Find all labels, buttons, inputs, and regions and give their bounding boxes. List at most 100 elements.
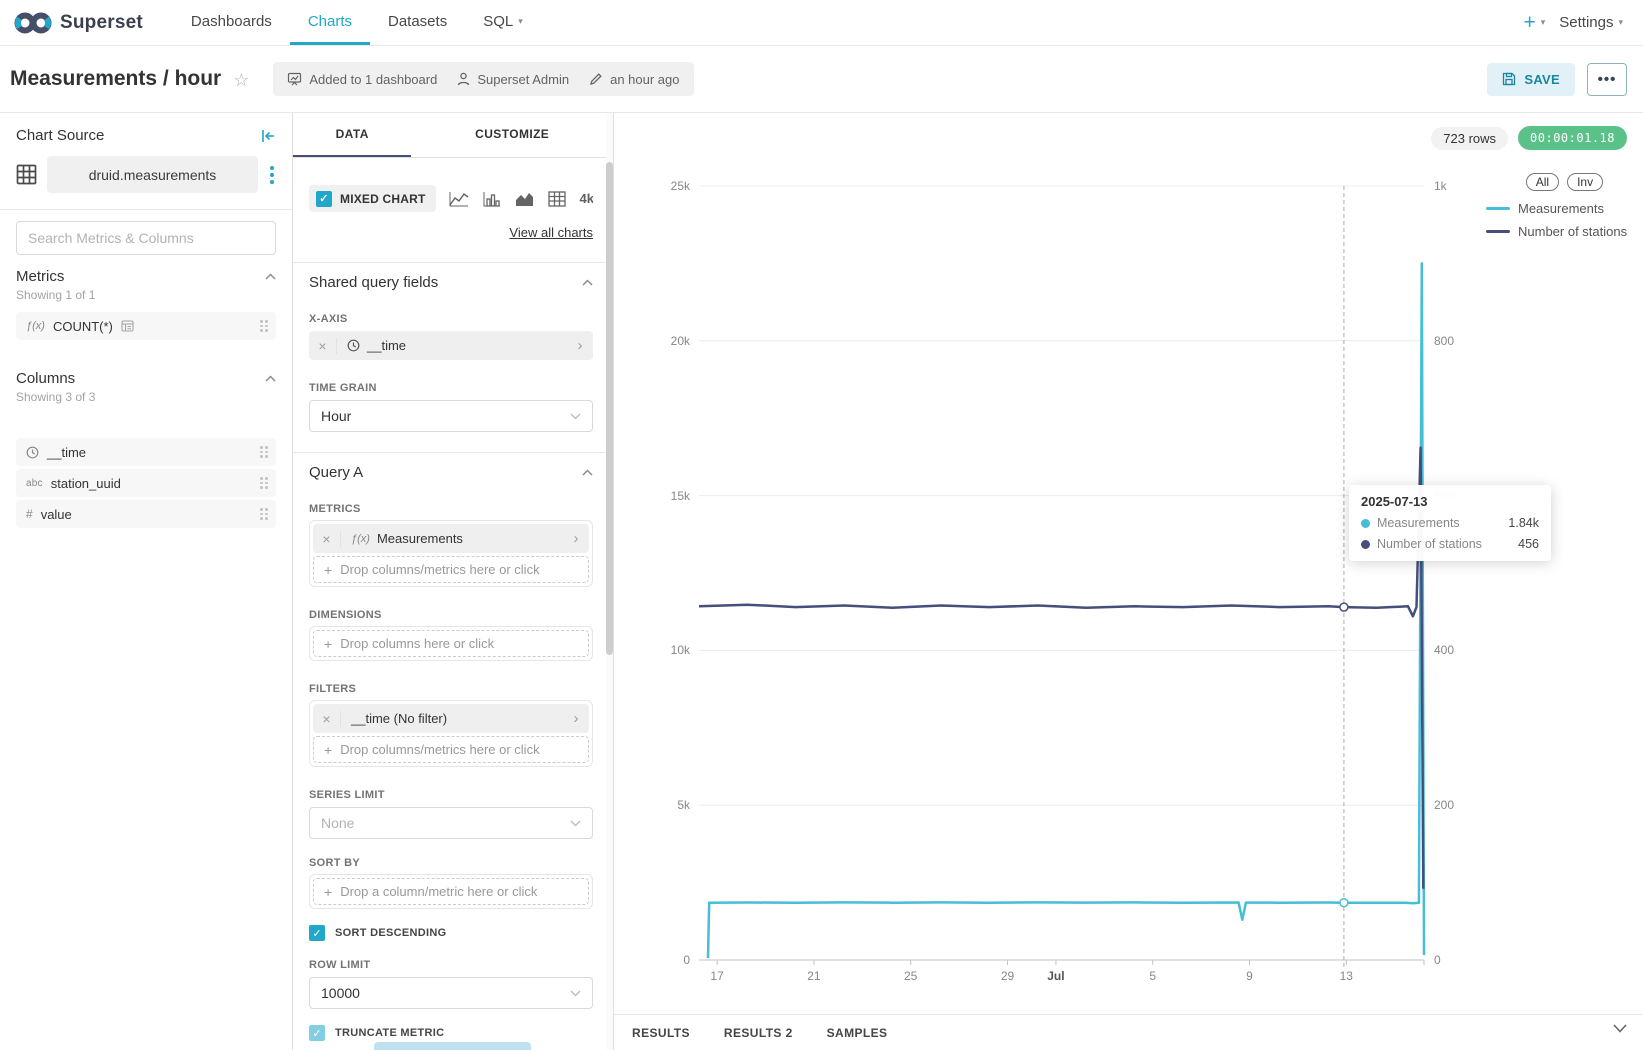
metric-detail-icon <box>121 320 134 332</box>
nav-charts[interactable]: Charts <box>289 0 370 45</box>
dimensions-dropzone[interactable]: + Drop columns here or click <box>313 630 589 657</box>
chevron-right-icon[interactable]: › <box>573 710 579 727</box>
chevron-up-icon[interactable] <box>582 469 593 476</box>
chart-header: Measurements / hour ☆ Added to 1 dashboa… <box>0 46 1643 113</box>
caret-down-icon: ▾ <box>1540 17 1546 27</box>
search-input[interactable] <box>16 221 276 255</box>
checkbox-checked-icon: ✓ <box>316 190 332 207</box>
control-panel: DATA CUSTOMIZE ✓ MIXED CHART <box>293 113 614 1050</box>
remove-icon[interactable]: × <box>309 337 337 354</box>
tab-results[interactable]: RESULTS <box>632 1025 690 1040</box>
metrics-showing-count: Showing 1 of 1 <box>16 288 96 302</box>
checkbox-checked-icon: ✓ <box>309 1025 325 1041</box>
nav-datasets[interactable]: Datasets <box>388 12 448 30</box>
x-axis-field[interactable]: × __time › <box>309 331 593 360</box>
query-timer-badge: 00:00:01.18 <box>1518 126 1627 150</box>
collapse-panel-icon[interactable] <box>261 129 276 143</box>
row-count-badge: 723 rows <box>1431 126 1509 150</box>
clock-icon <box>347 339 360 352</box>
chevron-up-icon[interactable] <box>265 273 276 280</box>
tab-results-2[interactable]: RESULTS 2 <box>723 1025 793 1040</box>
dataset-options-kebab-icon[interactable] <box>268 162 276 188</box>
nav-dashboards[interactable]: Dashboards <box>190 12 272 30</box>
page-title: Measurements / hour <box>10 67 222 90</box>
chart-source-panel: Chart Source druid.measurements Metrics <box>0 113 293 1050</box>
metrics-label: METRICS <box>309 503 361 515</box>
drag-handle-icon[interactable] <box>260 446 268 458</box>
legend-item-stations[interactable]: Number of stations <box>1486 224 1627 239</box>
tab-data[interactable]: DATA <box>293 113 412 157</box>
sort-descending-checkbox[interactable]: ✓ SORT DESCENDING <box>309 925 593 941</box>
dimensions-label: DIMENSIONS <box>309 609 382 621</box>
metric-field[interactable]: × ƒ(x) Measurements › <box>313 524 589 553</box>
sort-by-dropzone[interactable]: + Drop a column/metric here or click <box>313 878 589 905</box>
dashboard-icon <box>287 72 302 86</box>
superset-logo[interactable]: Superset <box>14 0 143 45</box>
time-grain-select[interactable]: Hour <box>309 400 593 432</box>
dataset-selector[interactable]: druid.measurements <box>47 156 258 193</box>
infinity-logo-icon <box>14 10 52 36</box>
tooltip-date: 2025-07-13 <box>1361 494 1428 509</box>
chevron-up-icon[interactable] <box>265 375 276 382</box>
column-item-time[interactable]: __time <box>16 438 276 466</box>
save-button[interactable]: SAVE <box>1487 62 1575 96</box>
column-item-station-uuid[interactable]: abc station_uuid <box>16 469 276 497</box>
area-chart-icon[interactable] <box>515 191 534 207</box>
drag-handle-icon[interactable] <box>260 320 268 332</box>
filter-field[interactable]: × __time (No filter) › <box>313 704 589 733</box>
filters-dropzone[interactable]: + Drop columns/metrics here or click <box>313 736 589 763</box>
scrollbar-track[interactable] <box>606 113 613 1050</box>
numeric-type-icon: # <box>26 507 33 521</box>
chevron-right-icon[interactable]: › <box>577 337 583 354</box>
clock-icon <box>26 446 39 459</box>
chart-owner[interactable]: Superset Admin <box>457 72 569 87</box>
table-chart-icon[interactable] <box>547 190 566 207</box>
tab-customize[interactable]: CUSTOMIZE <box>475 127 550 141</box>
nav-sql[interactable]: SQL ▾ <box>483 12 523 30</box>
legend-all-button[interactable]: All <box>1525 173 1560 191</box>
last-modified[interactable]: an hour ago <box>589 72 680 87</box>
settings-menu[interactable]: Settings ▾ <box>1559 14 1623 31</box>
collapse-results-chevron-icon[interactable] <box>1613 1024 1627 1033</box>
legend-inv-button[interactable]: Inv <box>1567 173 1604 191</box>
big-number-chart-icon[interactable]: 4k <box>579 191 593 206</box>
plus-icon: + <box>324 883 333 900</box>
remove-icon[interactable]: × <box>313 530 341 547</box>
new-item-button[interactable]: + ▾ <box>1523 10 1546 34</box>
series-dot <box>1361 539 1370 549</box>
chart-pane: 723 rows 00:00:01.18 0 5k 10k 15k 20k 25k 0 20… <box>614 113 1643 1050</box>
favorite-star-icon[interactable]: ☆ <box>233 69 250 90</box>
series-limit-select[interactable]: None <box>309 807 593 839</box>
chart-meta-bar: Added to 1 dashboard Superset Admin an h… <box>273 62 694 96</box>
added-to-dashboard[interactable]: Added to 1 dashboard <box>287 72 437 87</box>
plus-icon: + <box>324 635 333 652</box>
tooltip-row: Measurements 1.84k <box>1361 516 1539 530</box>
chevron-right-icon[interactable]: › <box>573 530 579 547</box>
chevron-up-icon[interactable] <box>582 279 593 286</box>
column-item-value[interactable]: # value <box>16 500 276 528</box>
line-chart-icon[interactable] <box>448 191 469 207</box>
tab-samples[interactable]: SAMPLES <box>826 1025 888 1040</box>
row-limit-select[interactable]: 10000 <box>309 977 593 1009</box>
time-grain-label: TIME GRAIN <box>309 382 377 394</box>
view-all-charts-link[interactable]: View all charts <box>509 225 593 240</box>
series-limit-label: SERIES LIMIT <box>309 789 385 801</box>
bar-chart-icon[interactable] <box>483 191 501 207</box>
more-options-button[interactable]: ••• <box>1587 62 1627 96</box>
drag-handle-icon[interactable] <box>260 477 268 489</box>
legend-item-measurements[interactable]: Measurements <box>1486 201 1627 216</box>
truncate-metric-checkbox[interactable]: ✓ TRUNCATE METRIC <box>309 1025 593 1041</box>
metric-item-count[interactable]: ƒ(x) COUNT(*) <box>16 312 276 340</box>
user-icon <box>457 72 470 86</box>
drag-handle-icon[interactable] <box>260 508 268 520</box>
viz-type-selected[interactable]: ✓ MIXED CHART <box>309 185 436 212</box>
scrollbar-thumb[interactable] <box>606 162 613 655</box>
row-limit-label: ROW LIMIT <box>309 959 371 971</box>
remove-icon[interactable]: × <box>313 710 341 727</box>
metrics-dropzone[interactable]: + Drop columns/metrics here or click <box>313 556 589 583</box>
checkbox-checked-icon: ✓ <box>309 925 325 941</box>
dataset-grid-icon <box>16 164 37 185</box>
timeseries-plot[interactable] <box>614 113 1642 1050</box>
metrics-section-title: Metrics <box>16 268 65 285</box>
series-dot <box>1361 518 1370 528</box>
